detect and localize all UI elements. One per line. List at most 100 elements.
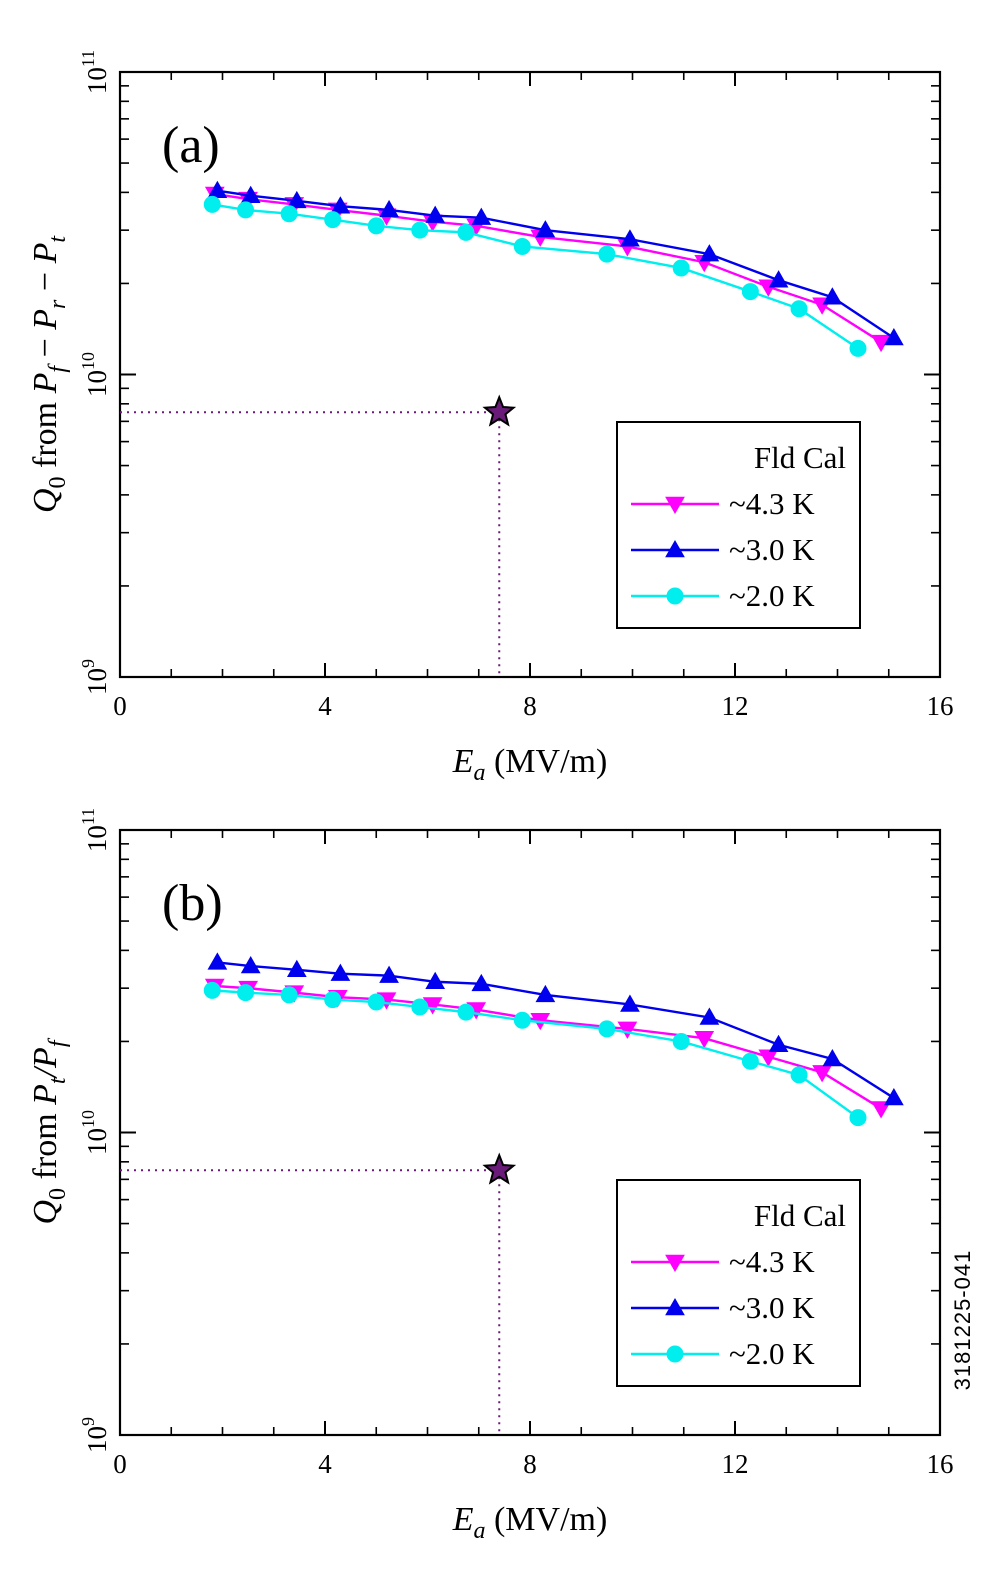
x-axis-title: Ea (MV/m): [452, 1501, 608, 1544]
data-point: [884, 328, 904, 346]
data-point: [672, 1032, 690, 1050]
data-point: [203, 195, 221, 213]
data-point: [871, 1101, 891, 1119]
chart-panel-a: 0 4 8 12 16 109 1010 1011 (a) Ea (MV/m) Q0 from Pf…: [27, 50, 954, 786]
data-point: [411, 998, 429, 1016]
data-point: [286, 190, 307, 209]
data-point: [324, 991, 342, 1009]
legend-title: Fld Cal: [754, 440, 846, 475]
data-point: [411, 221, 429, 239]
panel-label: (b): [162, 875, 223, 932]
y-tick-label: 1010: [78, 352, 112, 397]
star-marker: [482, 394, 517, 427]
x-tick-label: 0: [113, 691, 127, 721]
data-point: [280, 205, 298, 223]
x-tick-label: 0: [113, 1449, 127, 1479]
y-tick-label: 1011: [78, 808, 112, 852]
series-line: [212, 203, 859, 350]
data-point: [330, 963, 351, 981]
legend-entry: ~2.0 K: [729, 1336, 815, 1371]
data-point: [286, 959, 307, 978]
data-point: [694, 1030, 715, 1049]
legend-swatch-marker: [665, 496, 685, 515]
data-point: [379, 965, 399, 983]
data-point: [203, 981, 221, 999]
data-point: [790, 1066, 808, 1084]
data-point: [672, 259, 690, 277]
data-point: [617, 1021, 638, 1039]
data-point: [884, 1088, 904, 1106]
data-point: [457, 223, 475, 241]
data-point: [598, 1020, 616, 1038]
x-tick-label: 8: [523, 691, 537, 721]
series--2-0-K: [203, 981, 867, 1127]
series--3-0-K: [207, 180, 904, 346]
legend-swatch-marker: [665, 1297, 685, 1316]
series--2-0-K: [203, 195, 867, 357]
y-tick-label: 1011: [78, 50, 112, 94]
data-point: [367, 993, 385, 1011]
x-tick-label: 16: [927, 1449, 954, 1479]
legend-swatch-marker: [665, 1254, 685, 1273]
data-point: [330, 196, 351, 214]
legend-swatch-marker: [666, 1345, 684, 1363]
data-point: [471, 207, 492, 225]
chart-panel-b: 0 4 8 12 16 109 1010 1011 (b) Ea (MV/m) Q0 from Pt…: [27, 808, 954, 1544]
data-point: [535, 220, 556, 238]
legend-entry: ~3.0 K: [729, 1290, 815, 1325]
y-tick-label: 1010: [78, 1110, 112, 1155]
data-point: [822, 1048, 843, 1067]
legend-entry: ~2.0 K: [729, 578, 815, 613]
data-point: [324, 211, 342, 229]
data-point: [457, 1003, 475, 1021]
data-point: [207, 952, 228, 970]
data-point: [379, 199, 399, 218]
data-point: [822, 287, 843, 305]
legend-swatch-marker: [666, 587, 684, 605]
x-tick-label: 12: [722, 691, 749, 721]
legend-title: Fld Cal: [754, 1198, 846, 1233]
data-point: [699, 1007, 720, 1025]
data-point: [741, 1052, 759, 1070]
data-point: [425, 971, 446, 990]
data-point: [741, 283, 759, 301]
data-point: [513, 237, 531, 255]
data-point: [240, 956, 261, 974]
data-point: [768, 270, 789, 288]
data-point: [207, 180, 228, 198]
legend-swatch-marker: [665, 539, 685, 558]
data-point: [758, 1049, 779, 1067]
figure-code: 3181225-041: [950, 1250, 975, 1391]
data-point: [280, 986, 298, 1004]
legend-box: [616, 1179, 861, 1387]
series--3-0-K: [207, 952, 904, 1106]
data-point: [812, 1065, 832, 1083]
data-point: [237, 201, 255, 219]
data-point: [237, 984, 255, 1002]
data-point: [849, 1109, 867, 1127]
legend: Fld Cal ~4.3 K ~3.0 K ~2.0 K: [616, 421, 861, 629]
y-axis-title: Q0 from Pt/Pf: [27, 1037, 71, 1224]
x-tick-label: 16: [927, 691, 954, 721]
x-tick-label: 12: [722, 1449, 749, 1479]
legend-entry: ~3.0 K: [729, 532, 815, 567]
data-point: [790, 300, 808, 318]
legend-entry: ~4.3 K: [729, 1244, 815, 1279]
data-point: [425, 205, 446, 223]
data-point: [620, 994, 640, 1012]
star-marker: [482, 1152, 517, 1185]
data-point: [471, 973, 492, 992]
data-point: [367, 217, 385, 235]
data-point: [513, 1011, 531, 1029]
data-point: [598, 245, 616, 263]
data-point: [699, 244, 720, 262]
y-axis-title: Q0 from Pf − Pr − Pt: [27, 235, 71, 513]
x-axis-title: Ea (MV/m): [452, 743, 608, 786]
legend: Fld Cal ~4.3 K ~3.0 K ~2.0 K: [616, 1179, 861, 1387]
y-tick-label: 109: [78, 1417, 112, 1453]
data-point: [849, 339, 867, 357]
x-tick-label: 4: [318, 1449, 332, 1479]
x-tick-label: 8: [523, 1449, 537, 1479]
data-point: [535, 984, 556, 1003]
